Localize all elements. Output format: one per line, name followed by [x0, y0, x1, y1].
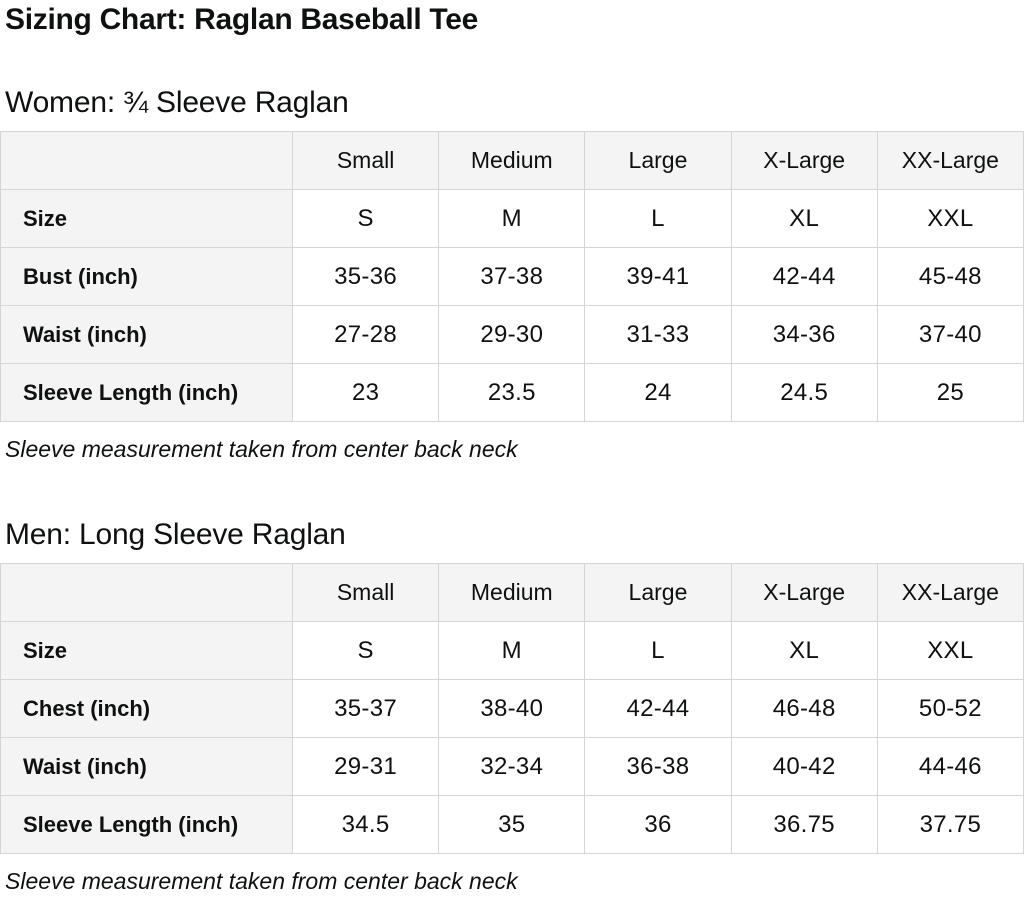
value-cell: 36 [584, 795, 732, 854]
value-cell: 40-42 [730, 737, 878, 796]
value-cell: L [584, 189, 732, 248]
column-header: Small [291, 131, 440, 190]
value-cell: 45-48 [876, 247, 1024, 306]
women-sleeve-note: Sleeve measurement taken from center bac… [5, 436, 518, 462]
value-cell: 35-36 [291, 247, 440, 306]
table-row: Chest (inch) 35-37 38-40 42-44 46-48 50-52 [0, 679, 1024, 738]
column-header: X-Large [730, 131, 878, 190]
table-row: Sleeve Length (inch) 23 23.5 24 24.5 25 [0, 363, 1024, 422]
value-cell: M [438, 621, 586, 680]
column-header: Large [584, 563, 732, 622]
table-row: Waist (inch) 29-31 32-34 36-38 40-42 44-46 [0, 737, 1024, 796]
table-row: Sleeve Length (inch) 34.5 35 36 36.75 37.75 [0, 795, 1024, 854]
row-label: Sleeve Length (inch) [0, 363, 293, 422]
value-cell: 37-40 [876, 305, 1024, 364]
value-cell: S [291, 189, 440, 248]
value-cell: 29-30 [438, 305, 586, 364]
header-row: Small Medium Large X-Large XX-Large [0, 131, 1024, 190]
value-cell: 37.75 [876, 795, 1024, 854]
value-cell: 24.5 [730, 363, 878, 422]
value-cell: 42-44 [584, 679, 732, 738]
women-section-heading: Women: ¾ Sleeve Raglan [5, 86, 349, 119]
value-cell: 24 [584, 363, 732, 422]
column-header: X-Large [730, 563, 878, 622]
value-cell: 34-36 [730, 305, 878, 364]
section-women: Women: ¾ Sleeve Raglan Small Medium Large X… [0, 84, 1024, 463]
value-cell: 29-31 [291, 737, 440, 796]
header-row: Small Medium Large X-Large XX-Large [0, 563, 1024, 622]
value-cell: 44-46 [876, 737, 1024, 796]
column-header: Large [584, 131, 732, 190]
value-cell: 37-38 [438, 247, 586, 306]
row-label: Waist (inch) [0, 737, 293, 796]
value-cell: 27-28 [291, 305, 440, 364]
men-size-table: Small Medium Large X-Large XX-Large Size S M L X… [0, 563, 1024, 854]
value-cell: 35 [438, 795, 586, 854]
value-cell: 38-40 [438, 679, 586, 738]
column-header: XX-Large [876, 131, 1024, 190]
table-row: Bust (inch) 35-36 37-38 39-41 42-44 45-48 [0, 247, 1024, 306]
value-cell: 39-41 [584, 247, 732, 306]
table-row: Size S M L XL XXL [0, 621, 1024, 680]
row-label: Bust (inch) [0, 247, 293, 306]
value-cell: 36.75 [730, 795, 878, 854]
value-cell: XXL [876, 621, 1024, 680]
column-header: Small [291, 563, 440, 622]
row-label: Size [0, 189, 293, 248]
value-cell: 23.5 [438, 363, 586, 422]
row-label: Sleeve Length (inch) [0, 795, 293, 854]
women-size-table: Small Medium Large X-Large XX-Large Size S M L X… [0, 131, 1024, 422]
row-label: Size [0, 621, 293, 680]
table-row: Size S M L XL XXL [0, 189, 1024, 248]
corner-cell [0, 131, 293, 190]
value-cell: 23 [291, 363, 440, 422]
table-row: Waist (inch) 27-28 29-30 31-33 34-36 37-40 [0, 305, 1024, 364]
value-cell: 46-48 [730, 679, 878, 738]
value-cell: XXL [876, 189, 1024, 248]
value-cell: L [584, 621, 732, 680]
section-men: Men: Long Sleeve Raglan Small Medium Large… [0, 516, 1024, 895]
value-cell: 35-37 [291, 679, 440, 738]
value-cell: 31-33 [584, 305, 732, 364]
men-section-heading: Men: Long Sleeve Raglan [5, 518, 346, 551]
value-cell: 32-34 [438, 737, 586, 796]
corner-cell [0, 563, 293, 622]
row-label: Chest (inch) [0, 679, 293, 738]
value-cell: M [438, 189, 586, 248]
value-cell: XL [730, 189, 878, 248]
value-cell: 25 [876, 363, 1024, 422]
page-title: Sizing Chart: Raglan Baseball Tee [5, 3, 478, 36]
column-header: Medium [438, 131, 586, 190]
value-cell: 34.5 [291, 795, 440, 854]
value-cell: 50-52 [876, 679, 1024, 738]
column-header: XX-Large [876, 563, 1024, 622]
men-sleeve-note: Sleeve measurement taken from center bac… [5, 868, 518, 894]
value-cell: XL [730, 621, 878, 680]
column-header: Medium [438, 563, 586, 622]
value-cell: 42-44 [730, 247, 878, 306]
row-label: Waist (inch) [0, 305, 293, 364]
value-cell: 36-38 [584, 737, 732, 796]
value-cell: S [291, 621, 440, 680]
